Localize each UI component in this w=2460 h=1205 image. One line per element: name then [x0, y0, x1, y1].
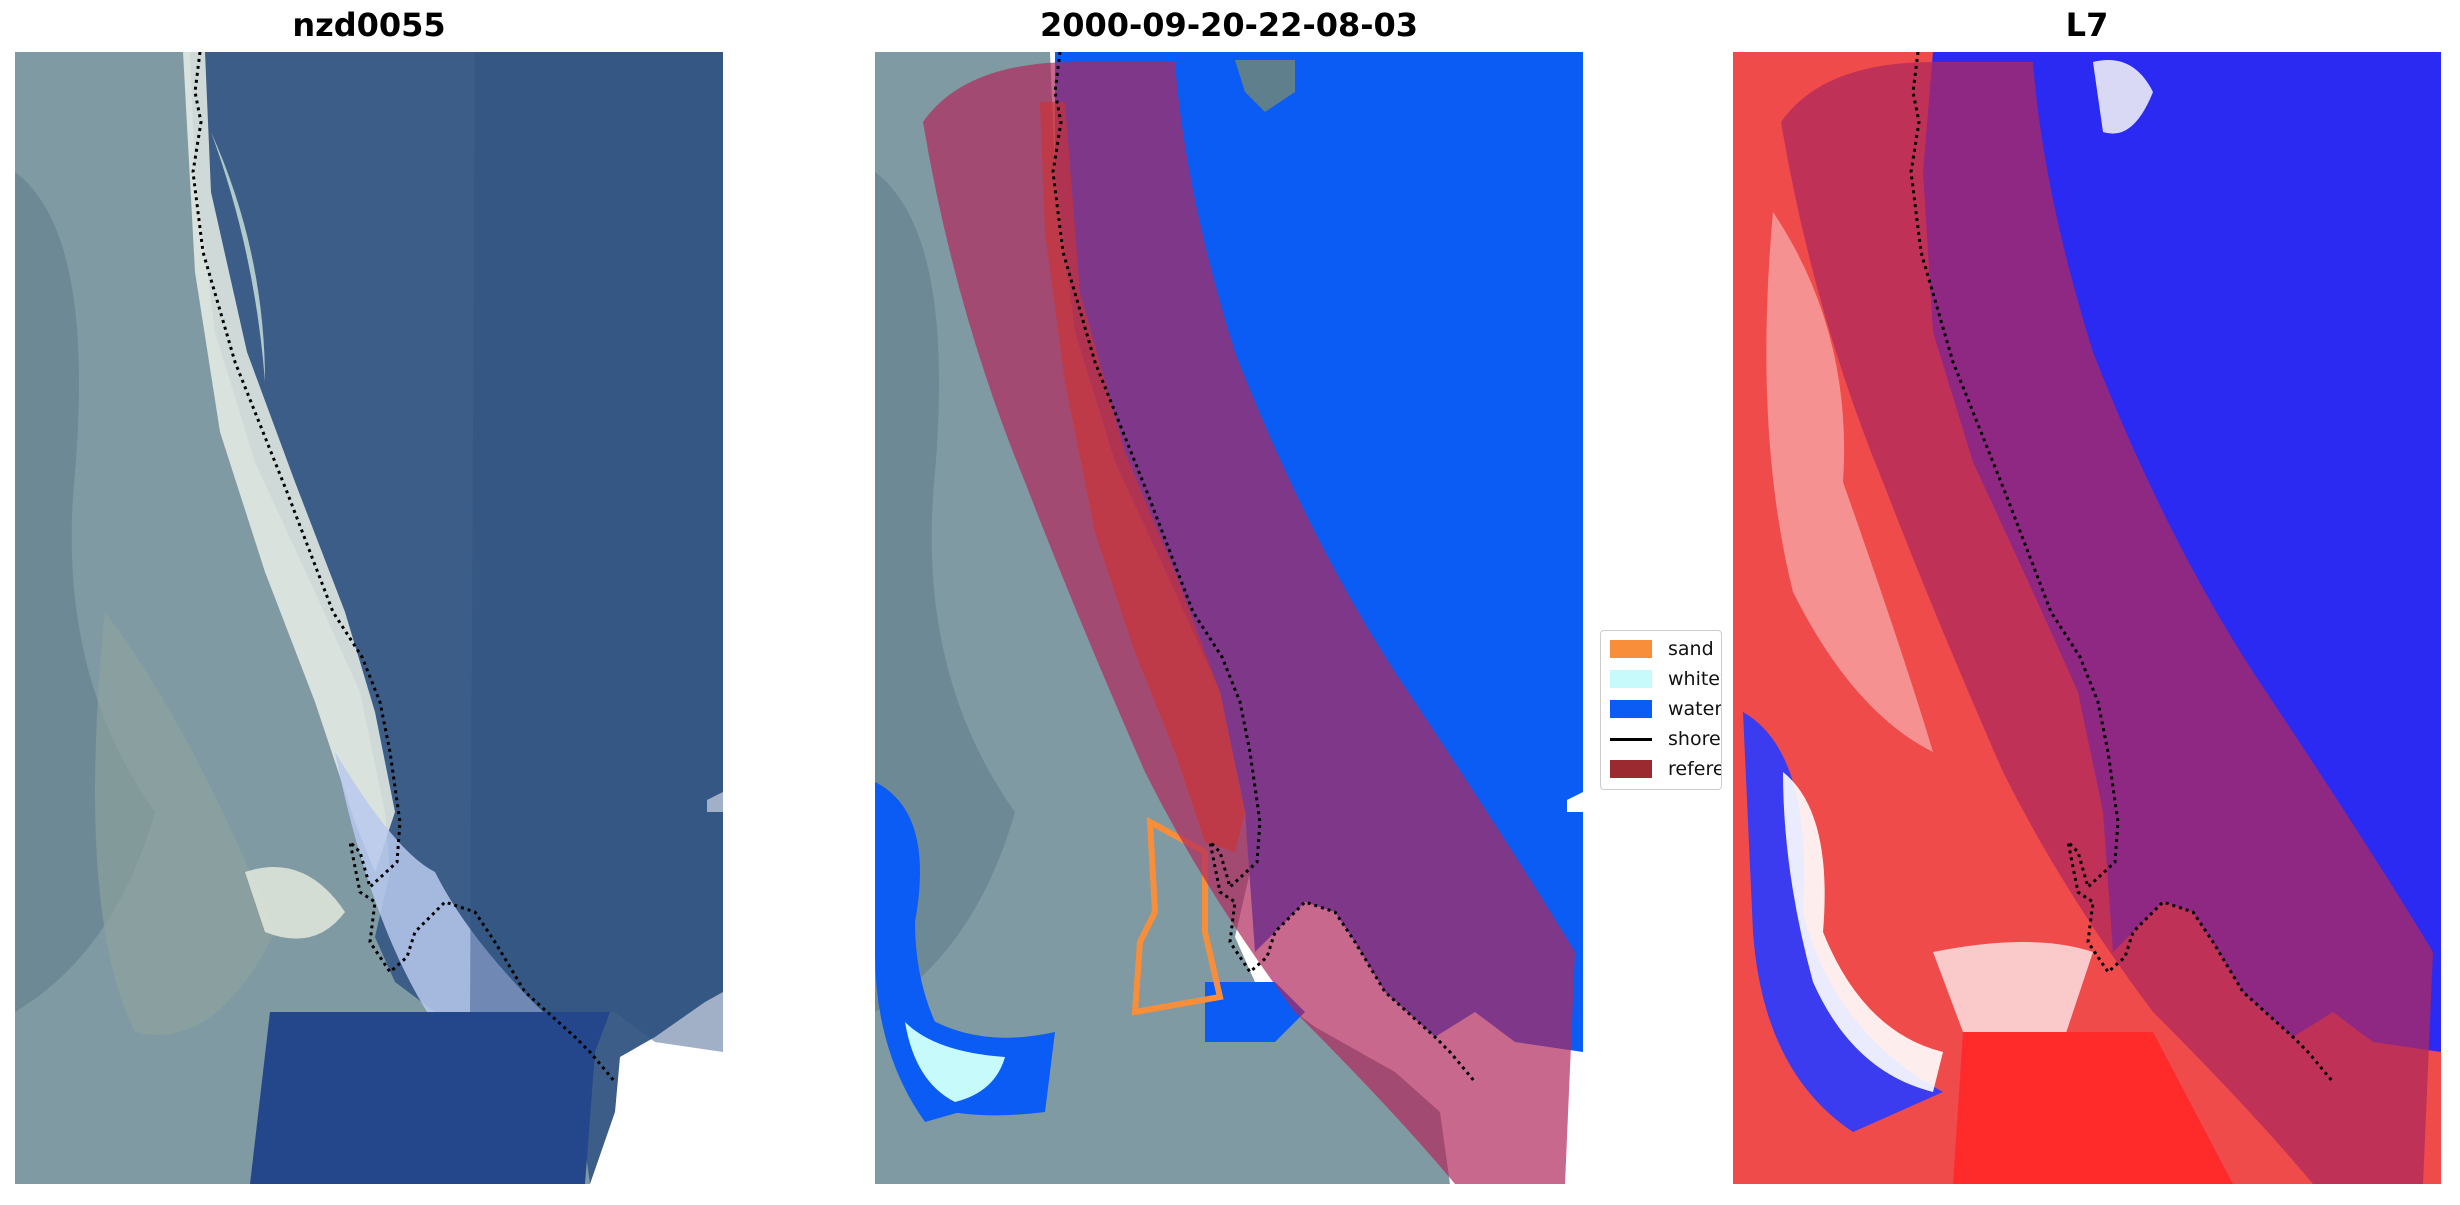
- panel-title-rgb: nzd0055: [292, 6, 446, 44]
- legend-label-sand: sand: [1668, 638, 1714, 660]
- legend-item-water: water: [1601, 695, 1722, 723]
- reference-buffer: [1781, 62, 2433, 1184]
- legend-item-sand: sand: [1601, 635, 1721, 663]
- legend-patch-water: [1610, 700, 1652, 718]
- index-image-panel: [1733, 52, 2441, 1184]
- panel-title-index: L7: [2065, 6, 2109, 44]
- legend-line-shoreline: [1610, 737, 1652, 741]
- whitewater-class-area: [905, 1022, 1005, 1102]
- classified-image-panel: [875, 52, 1583, 1184]
- legend-item-reference: reference: [1601, 755, 1721, 783]
- panel-title-classified: 2000-09-20-22-08-03: [1039, 6, 1419, 44]
- rgb-image-panel: [15, 52, 723, 1184]
- legend-label-water: water: [1668, 698, 1722, 720]
- legend-label-reference: reference: [1668, 758, 1721, 780]
- beach-strip: [183, 52, 395, 872]
- legend-patch-whitewater: [1610, 670, 1652, 688]
- legend-item-shoreline: shoreline: [1601, 725, 1721, 753]
- legend-patch-reference: [1610, 760, 1652, 778]
- legend-label-shoreline: shoreline: [1668, 728, 1721, 750]
- legend-patch-sand: [1610, 640, 1652, 658]
